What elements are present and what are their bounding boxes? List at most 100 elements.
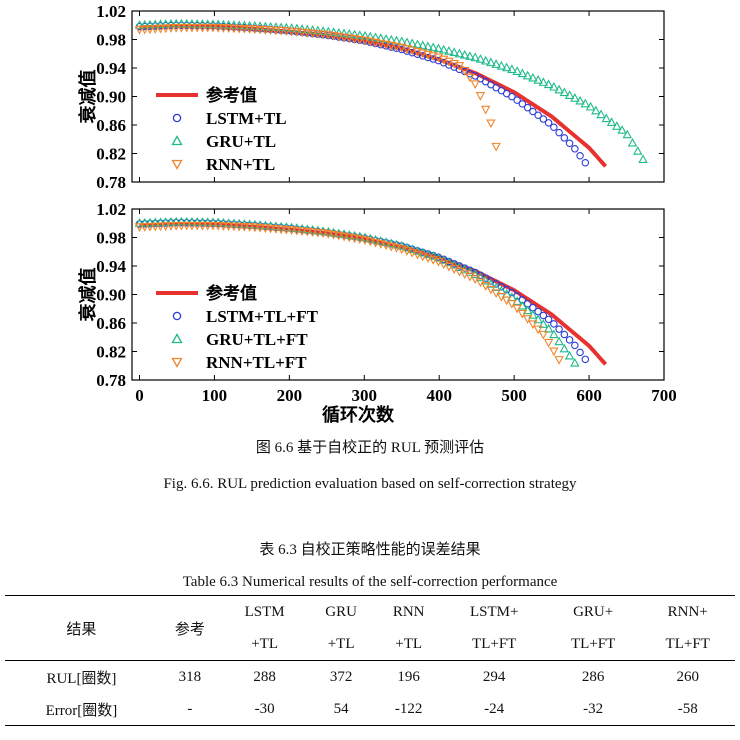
- data-point: [576, 348, 584, 357]
- legend-triangle-down-icon: [171, 357, 183, 368]
- data-point: [444, 46, 454, 55]
- table-row-rul: RUL[圈数] 318 288 372 196 294 286 260: [5, 660, 735, 693]
- data-point: [365, 31, 376, 41]
- data-point: [160, 222, 171, 231]
- data-point: [454, 48, 465, 58]
- data-point: [585, 101, 596, 111]
- data-point: [554, 356, 564, 365]
- header-cell-gru-tl-line1: GRU: [307, 595, 375, 628]
- header-cell-lstm-tl-line2: +TL: [251, 635, 279, 652]
- data-point: [187, 221, 197, 231]
- data-point: [475, 92, 486, 101]
- y-tick-label: 0.94: [96, 59, 126, 78]
- data-point: [166, 24, 176, 33]
- data-point: [564, 350, 575, 360]
- header-cell-lstm-tl-ft-line2: TL+FT: [472, 635, 517, 652]
- legend-triangle-up-icon: [171, 135, 183, 146]
- data-point: [355, 235, 365, 245]
- data-point: [501, 62, 512, 72]
- data-point: [391, 244, 402, 253]
- data-point: [470, 52, 480, 62]
- data-point: [286, 27, 297, 37]
- data-point: [601, 113, 612, 123]
- data-point: [543, 323, 554, 333]
- data-point: [512, 66, 522, 75]
- data-point: [307, 228, 318, 238]
- table-cell: 260: [640, 660, 735, 693]
- data-point: [507, 300, 517, 309]
- table-cell: 196: [374, 660, 443, 693]
- data-point: [429, 55, 437, 63]
- data-point: [522, 315, 533, 324]
- data-point: [581, 355, 590, 364]
- data-point: [134, 218, 145, 227]
- data-point: [255, 25, 265, 35]
- data-point: [197, 217, 208, 226]
- series-rnn-tl-ft: [134, 221, 564, 365]
- data-point: [591, 105, 601, 115]
- data-point: [627, 137, 638, 147]
- data-point: [360, 36, 370, 46]
- data-point: [213, 221, 223, 231]
- y-axis-label: 衰减值: [77, 268, 98, 323]
- y-tick-label: 0.90: [96, 286, 126, 305]
- data-point: [534, 111, 542, 120]
- data-point: [491, 142, 501, 152]
- table-cell: 286: [545, 660, 641, 693]
- legend-circle-icon: [172, 311, 182, 321]
- data-point: [145, 222, 155, 232]
- legend-label: GRU+TL+FT: [206, 330, 308, 349]
- data-point: [424, 53, 432, 62]
- x-axis-label: 循环次数: [322, 404, 395, 425]
- data-point: [244, 223, 255, 232]
- data-point: [376, 240, 386, 249]
- data-point: [549, 347, 559, 357]
- y-tick-label: 0.82: [96, 145, 126, 164]
- data-point: [517, 68, 528, 78]
- data-point: [412, 39, 423, 49]
- header-cell-rnn-tl-ft-line1: RNN+: [640, 595, 735, 628]
- y-tick-label: 1.02: [96, 200, 126, 219]
- data-point: [370, 32, 381, 42]
- data-point: [459, 270, 470, 279]
- header-cell-result: 结果: [5, 595, 158, 661]
- data-point: [622, 129, 633, 139]
- data-point: [265, 26, 276, 36]
- data-point: [192, 221, 202, 231]
- data-point: [187, 216, 197, 226]
- data-point: [318, 229, 328, 239]
- data-point: [160, 19, 171, 28]
- data-point: [192, 23, 202, 33]
- data-point: [155, 19, 166, 29]
- data-point: [480, 55, 491, 65]
- data-point: [529, 107, 537, 116]
- data-point: [423, 50, 433, 60]
- data-point: [150, 222, 160, 232]
- y-tick-label: 0.90: [96, 88, 126, 107]
- table-cell: RUL[圈数]: [5, 660, 158, 693]
- legend-label: GRU+TL: [206, 132, 276, 151]
- results-table: 结果 参考 LSTM GRU RNN LSTM+ GRU+ RNN+ +TL +…: [5, 595, 735, 726]
- table-header-row-1: 结果 参考 LSTM GRU RNN LSTM+ GRU+ RNN+: [5, 595, 735, 661]
- legend-label: LSTM+TL+FT: [206, 307, 319, 326]
- data-point: [328, 230, 339, 240]
- data-point: [171, 216, 181, 226]
- data-point: [554, 84, 564, 94]
- data-point: [513, 96, 521, 104]
- data-point: [349, 35, 360, 44]
- header-cell-gru-tl-ft-line2: TL+FT: [571, 635, 616, 652]
- data-point: [176, 216, 187, 226]
- data-point: [465, 51, 475, 60]
- table-cell: 372: [307, 660, 375, 693]
- data-point: [339, 232, 349, 242]
- data-point: [365, 237, 376, 247]
- table-cell: -32: [545, 693, 641, 726]
- data-point: [581, 159, 590, 167]
- legend-triangle-down-icon: [171, 159, 183, 170]
- data-point: [134, 223, 145, 232]
- data-point: [538, 330, 549, 340]
- data-point: [381, 34, 391, 43]
- data-point: [512, 304, 522, 314]
- data-point: [633, 146, 643, 155]
- table-caption-en: Table 6.3 Numerical results of the self-…: [182, 574, 558, 590]
